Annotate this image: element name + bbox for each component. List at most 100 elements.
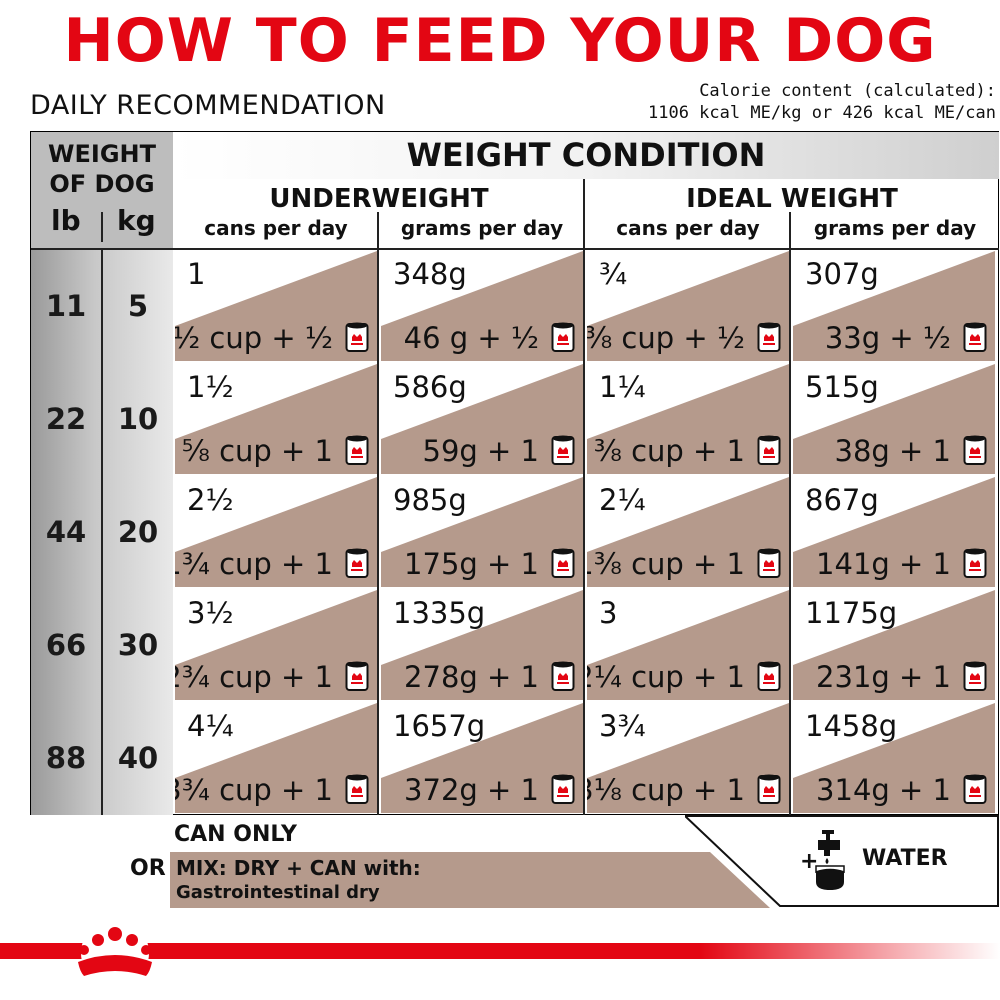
can-icon <box>551 661 575 691</box>
cell-amount: 985g <box>393 483 467 517</box>
cell-mix-amount: 175g + 1 <box>404 547 539 581</box>
cell-amount: 3¾ <box>599 709 646 743</box>
calorie-content: Calorie content (calculated): 1106 kcal … <box>648 80 996 124</box>
cell-amount: 4¼ <box>187 709 234 743</box>
can-icon <box>551 322 575 352</box>
cell-diagonal-fill <box>175 703 377 813</box>
can-icon <box>551 774 575 804</box>
mix-line-1: MIX: DRY + CAN with: <box>176 856 421 880</box>
cell-diagonal-fill <box>381 703 583 813</box>
feeding-cell: 1458g 314g + 1 <box>793 703 995 813</box>
weight-lb: 88 <box>45 741 87 775</box>
condition-header-bg <box>173 132 999 179</box>
can-icon <box>757 548 781 578</box>
cell-amount: 1½ <box>187 370 234 404</box>
can-icon <box>345 774 369 804</box>
cell-mix-amount: ⅜ cup + 1 <box>593 434 745 468</box>
lb-kg-divider <box>101 250 103 815</box>
feeding-cell: 1175g 231g + 1 <box>793 590 995 700</box>
cell-diagonal-fill <box>587 590 789 700</box>
cell-diagonal-fill <box>793 364 995 474</box>
crown-logo-icon <box>78 919 152 987</box>
cell-amount: 3½ <box>187 596 234 630</box>
feeding-cell: 348g 46 g + ½ <box>381 251 583 361</box>
can-icon <box>757 774 781 804</box>
cell-amount: 3 <box>599 596 618 630</box>
sub-cans-underweight: cans per day <box>204 216 348 240</box>
water-box <box>685 815 999 907</box>
feeding-cell: 3¾ 3⅛ cup + 1 <box>587 703 789 813</box>
cell-diagonal-fill <box>793 251 995 361</box>
cell-mix-amount: 141g + 1 <box>816 547 951 581</box>
cell-mix-amount: 1¾ cup + 1 <box>175 547 333 581</box>
or-label: OR <box>130 856 166 881</box>
can-icon <box>757 322 781 352</box>
feeding-table: WEIGHT OF DOG lb kg WEIGHT CONDITION UND… <box>30 131 999 815</box>
cell-amount: 867g <box>805 483 879 517</box>
calorie-line-1: Calorie content (calculated): <box>699 81 996 101</box>
feeding-cell: 2¼ 1⅜ cup + 1 <box>587 477 789 587</box>
can-icon <box>345 661 369 691</box>
weight-header-line-2: OF DOG <box>49 170 155 198</box>
weight-kg: 30 <box>117 628 159 662</box>
cell-mix-amount: ½ cup + ½ <box>175 321 333 355</box>
cell-amount: 1458g <box>805 709 898 743</box>
cell-mix-amount: 372g + 1 <box>404 773 539 807</box>
cell-diagonal-fill <box>793 590 995 700</box>
can-icon <box>757 435 781 465</box>
feeding-cell: 867g 141g + 1 <box>793 477 995 587</box>
weight-kg: 40 <box>117 741 159 775</box>
feeding-cell: 4¼ 3¾ cup + 1 <box>175 703 377 813</box>
calorie-line-2: 1106 kcal ME/kg or 426 kcal ME/can <box>648 103 996 123</box>
water-label: WATER <box>862 846 948 871</box>
unit-kg: kg <box>117 204 156 237</box>
feeding-cell: 2½ 1¾ cup + 1 <box>175 477 377 587</box>
group-ideal-weight: IDEAL WEIGHT <box>686 184 898 214</box>
header-rule <box>31 248 999 250</box>
cell-mix-amount: 314g + 1 <box>816 773 951 807</box>
cell-mix-amount: 3⅛ cup + 1 <box>587 773 745 807</box>
feeding-cell: 1657g 372g + 1 <box>381 703 583 813</box>
cell-diagonal-fill <box>587 364 789 474</box>
cell-diagonal-fill <box>381 590 583 700</box>
group-underweight: UNDERWEIGHT <box>269 184 489 214</box>
cell-amount: 2¼ <box>599 483 646 517</box>
can-icon <box>757 661 781 691</box>
feeding-cell: 1½ ⅝ cup + 1 <box>175 364 377 474</box>
feeding-cell: 985g 175g + 1 <box>381 477 583 587</box>
can-icon <box>963 322 987 352</box>
feeding-cell: 1335g 278g + 1 <box>381 590 583 700</box>
daily-recommendation-label: DAILY RECOMMENDATION <box>30 90 386 121</box>
cell-amount: 515g <box>805 370 879 404</box>
cell-diagonal-fill <box>175 251 377 361</box>
can-icon <box>963 661 987 691</box>
can-icon <box>345 548 369 578</box>
can-icon <box>963 774 987 804</box>
can-icon <box>551 548 575 578</box>
cell-amount: 1657g <box>393 709 486 743</box>
cell-diagonal-fill <box>587 251 789 361</box>
grid-line <box>789 212 791 815</box>
weight-kg: 10 <box>117 402 159 436</box>
condition-title: WEIGHT CONDITION <box>406 136 766 174</box>
cell-amount: 348g <box>393 257 467 291</box>
feeding-cell: ¾ ⅜ cup + ½ <box>587 251 789 361</box>
grid-line <box>583 179 585 815</box>
cell-mix-amount: 59g + 1 <box>422 434 540 468</box>
cell-diagonal-fill <box>587 703 789 813</box>
cell-diagonal-fill <box>793 477 995 587</box>
unit-divider <box>101 212 103 242</box>
can-icon <box>345 322 369 352</box>
feeding-cell: 586g 59g + 1 <box>381 364 583 474</box>
weight-lb: 66 <box>45 628 87 662</box>
can-icon <box>345 435 369 465</box>
cell-amount: 1 <box>187 257 206 291</box>
plus-sign: + <box>800 849 818 874</box>
feeding-cell: 3½ 2¾ cup + 1 <box>175 590 377 700</box>
cell-amount: 307g <box>805 257 879 291</box>
weight-lb: 44 <box>45 515 87 549</box>
water-tap-icon: + <box>800 830 845 890</box>
grid-line <box>377 212 379 815</box>
cell-mix-amount: 46 g + ½ <box>403 321 539 355</box>
cell-mix-amount: 38g + 1 <box>834 434 952 468</box>
